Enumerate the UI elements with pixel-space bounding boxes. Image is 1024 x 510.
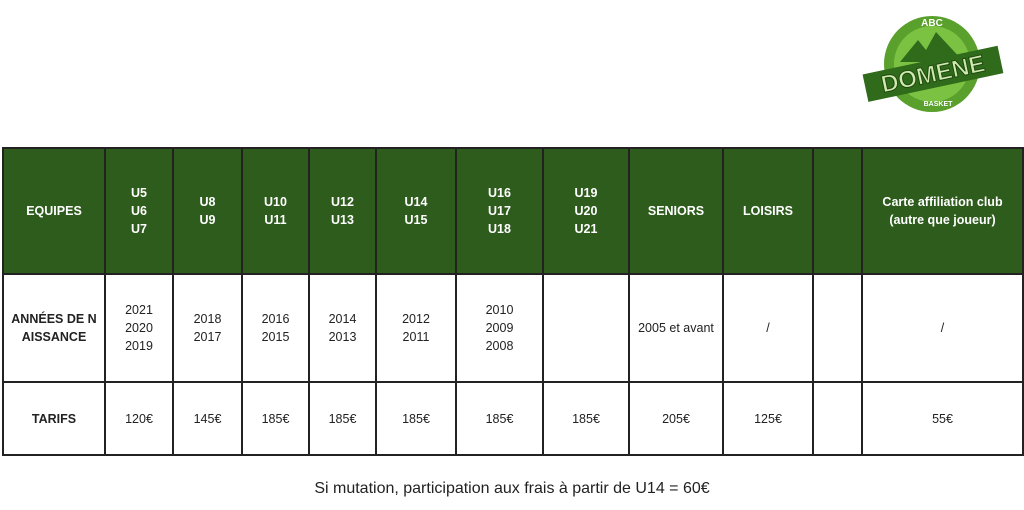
cell-line: U11 (264, 213, 287, 227)
cell-line: 2010 (485, 303, 514, 317)
table-cell: U10 U11 (241, 147, 310, 275)
table-cell: 2021 2020 2019 (104, 273, 174, 383)
cell-line: 2020 (125, 321, 153, 335)
table-cell (812, 273, 863, 383)
cell-line: U19 (574, 186, 598, 200)
table-cell: U8 U9 (172, 147, 243, 275)
table-cell (542, 273, 630, 383)
cell-line: U8 (199, 195, 216, 209)
cell-line: 2019 (125, 339, 153, 353)
table-cell: 145€ (172, 381, 243, 456)
table-cell: 185€ (308, 381, 377, 456)
cell-line: U5 (131, 186, 147, 200)
table-cell: U16 U17 U18 (455, 147, 544, 275)
table-row: EQUIPES U5 U6 U7 U8 U9 U10 U11 U12 U13 U14 U15 U16 U1… (2, 147, 1024, 275)
cell-line: 185€ (402, 411, 430, 426)
table-cell: 2014 2013 (308, 273, 377, 383)
row-label-cell: ANNÉES DE NAISSANCE (2, 273, 106, 383)
cell-line: 125€ (754, 411, 782, 426)
table-cell: 2012 2011 (375, 273, 457, 383)
cell-line: 2018 (193, 312, 222, 326)
cell-line: 185€ (485, 411, 514, 426)
row-label-cell: EQUIPES (2, 147, 106, 275)
cell-line: 185€ (328, 411, 357, 426)
cell-line: 145€ (193, 411, 222, 426)
cell-line: 2015 (261, 330, 290, 344)
cell-line: U21 (574, 222, 598, 236)
table-cell: / (722, 273, 814, 383)
table-cell: 55€ (861, 381, 1024, 456)
cell-line: U9 (199, 213, 216, 227)
cell-line: 2017 (193, 330, 222, 344)
price-table: EQUIPES U5 U6 U7 U8 U9 U10 U11 U12 U13 U14 U15 U16 U1… (2, 147, 1024, 456)
cell-line: U16 (488, 186, 511, 200)
table-cell: U19 U20 U21 (542, 147, 630, 275)
cell-line: SENIORS (647, 204, 705, 218)
cell-line: U13 (331, 213, 354, 227)
cell-line: 2013 (328, 330, 357, 344)
logo: ABC DOMENE BASKET (862, 16, 1004, 112)
table-cell: 185€ (241, 381, 310, 456)
table-cell: 185€ (375, 381, 457, 456)
cell-line: 2016 (261, 312, 290, 326)
footer-note: Si mutation, participation aux frais à p… (314, 480, 710, 497)
cell-line: U18 (488, 222, 511, 236)
table-cell: U12 U13 (308, 147, 377, 275)
cell-line: U15 (404, 213, 428, 227)
cell-line: U7 (131, 222, 147, 236)
cell-line: 2008 (485, 339, 514, 353)
table-cell: / (861, 273, 1024, 383)
table-cell: 185€ (455, 381, 544, 456)
table-cell: Carte affiliation club (autre que joueur… (861, 147, 1024, 275)
table-row: ANNÉES DE NAISSANCE 2021 2020 2019 2018 2017 2… (2, 273, 1024, 383)
logo-bottom: BASKET (924, 101, 954, 108)
cell-line: Carte affiliation club (autre que joueur… (882, 195, 1003, 227)
cell-line: LOISIRS (742, 204, 793, 218)
logo-band (862, 45, 1004, 102)
cell-line: 205€ (662, 411, 690, 426)
table-row: TARIFS 120€ 145€ 185€ 185€ 185€ 185€ 185€ 205€ 12… (2, 381, 1024, 456)
cell-line: U20 (574, 204, 598, 218)
row-label-cell: TARIFS (2, 381, 106, 456)
table-cell: U5 U6 U7 (104, 147, 174, 275)
table-cell: 120€ (104, 381, 174, 456)
table-cell: LOISIRS (722, 147, 814, 275)
cell-line: / (766, 321, 770, 335)
table-cell: 2016 2015 (241, 273, 310, 383)
cell-line: 2009 (485, 321, 514, 335)
table-cell: 205€ (628, 381, 724, 456)
cell-line: U10 (264, 195, 287, 209)
cell-line: 185€ (572, 411, 600, 426)
cell-line: U12 (331, 195, 354, 209)
table-cell: 125€ (722, 381, 814, 456)
cell-line: 2011 (402, 330, 430, 344)
table-cell: SENIORS (628, 147, 724, 275)
table-cell: 2010 2009 2008 (455, 273, 544, 383)
cell-line: 120€ (125, 411, 153, 426)
cell-line: U14 (404, 195, 428, 209)
logo-top: ABC (921, 18, 943, 29)
cell-line: EQUIPES (26, 204, 82, 218)
cell-line: 55€ (932, 411, 953, 426)
table-cell: U14 U15 (375, 147, 457, 275)
cell-line: 185€ (261, 411, 290, 426)
cell-line: U6 (131, 204, 147, 218)
table-cell (812, 381, 863, 456)
table-cell: 2018 2017 (172, 273, 243, 383)
table-cell (812, 147, 863, 275)
cell-line: 2012 (402, 312, 430, 326)
cell-line: 2005 et avant (638, 321, 714, 335)
cell-line: ANNÉES DE NAISSANCE (11, 312, 97, 344)
table-cell: 185€ (542, 381, 630, 456)
table-cell: 2005 et avant (628, 273, 724, 383)
cell-line: U17 (488, 204, 511, 218)
cell-line: 2021 (125, 303, 153, 317)
cell-line: / (940, 321, 945, 335)
cell-line: 2014 (328, 312, 357, 326)
cell-line: TARIFS (31, 411, 77, 426)
logo-mountain (900, 32, 964, 62)
